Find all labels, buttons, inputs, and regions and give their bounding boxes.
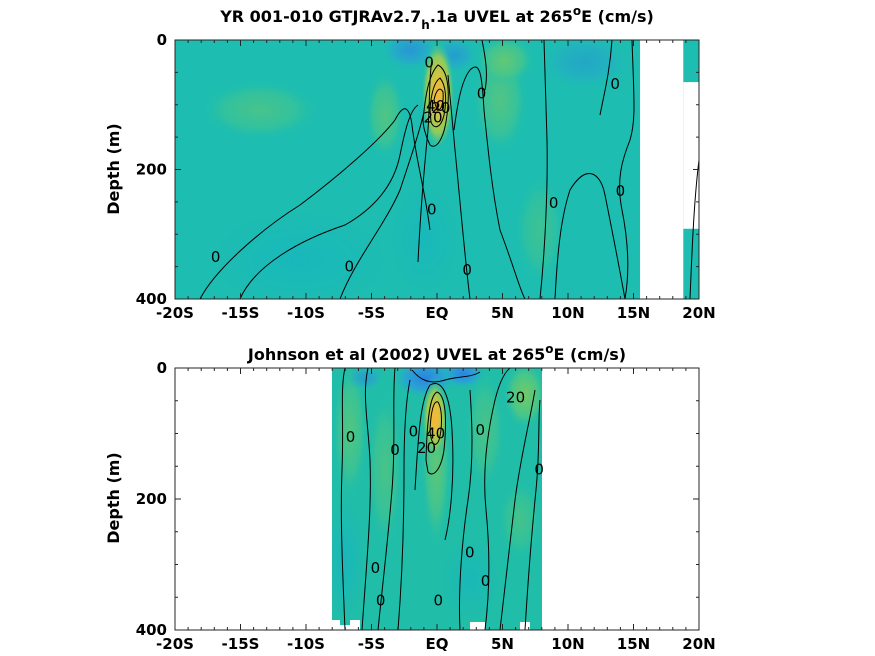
bottom-y-tick-label: 0: [157, 359, 167, 377]
bottom-x-tick-label: EQ: [426, 635, 449, 653]
top-contour-label: 0: [462, 261, 472, 279]
top-contour-label: 0: [610, 75, 620, 93]
bottom-panel: Johnson et al (2002) UVEL at 265oE (cm/s…: [247, 342, 626, 630]
bottom-contour-label: 0: [346, 428, 356, 446]
top-contour-label: 0: [424, 54, 434, 72]
top-x-tick-label: 10N: [551, 304, 584, 322]
bottom-panel-title: Johnson et al (2002) UVEL at 265oE (cm/s…: [247, 342, 626, 364]
bottom-contour-label: 0: [409, 423, 419, 441]
bottom-x-tick-label: -5S: [358, 635, 385, 653]
bottom-contour-label: 0: [376, 592, 386, 610]
top-no-data-region: [683, 82, 699, 229]
top-panel-title: YR 001-010 GTJRAv2.7h.1a UVEL at 265oE (…: [219, 4, 654, 32]
top-y-axis-label: Depth (m): [104, 123, 123, 215]
bottom-x-tick-label: 15N: [617, 635, 650, 653]
bottom-x-tick-label: -15S: [222, 635, 260, 653]
bottom-x-tick-label: 5N: [491, 635, 514, 653]
top-no-data-region: [640, 40, 684, 299]
top-x-tick-label: -15S: [222, 304, 260, 322]
bottom-y-axis-label: Depth (m): [104, 452, 123, 544]
bottom-contour-label: 0: [534, 461, 544, 479]
top-contour-label: 0: [344, 258, 354, 276]
top-y-tick-label: 400: [136, 290, 167, 308]
top-contour-label: 20: [424, 109, 443, 127]
top-x-tick-label: 15N: [617, 304, 650, 322]
bottom-x-tick-label: 20N: [682, 635, 715, 653]
top-contour-lines: [199, 40, 699, 299]
bottom-contour-label: 0: [465, 544, 475, 562]
top-contour-label: 0: [549, 194, 559, 212]
top-x-tick-label: -5S: [358, 304, 385, 322]
top-x-tick-label: EQ: [426, 304, 449, 322]
top-x-tick-label: -20S: [156, 304, 194, 322]
bottom-contour-label: 20: [417, 439, 436, 457]
bottom-contour-label: 0: [371, 559, 381, 577]
top-contour-label: 0: [477, 85, 487, 103]
top-velocity-field: [175, 40, 699, 299]
bottom-contour-label: 40: [426, 425, 445, 443]
bottom-contour-label: 0: [475, 421, 485, 439]
bottom-y-tick-label: 200: [136, 490, 167, 508]
bottom-contour-label: 20: [506, 388, 525, 406]
bottom-contour-label: 0: [390, 441, 400, 459]
top-y-tick-label: 200: [136, 161, 167, 179]
top-contour-label: 20: [431, 99, 450, 117]
top-panel: YR 001-010 GTJRAv2.7h.1a UVEL at 265oE (…: [175, 4, 699, 299]
bottom-contour-label: 0: [481, 572, 491, 590]
top-contour-label: 0: [211, 248, 221, 266]
bottom-y-tick-label: 400: [136, 621, 167, 639]
top-x-tick-label: -10S: [287, 304, 325, 322]
bottom-x-tick-label: -10S: [287, 635, 325, 653]
bottom-contour-label: 0: [434, 592, 444, 610]
bottom-x-tick-label: -20S: [156, 635, 194, 653]
top-x-tick-label: 20N: [682, 304, 715, 322]
top-contour-label: 0: [427, 201, 437, 219]
top-x-tick-label: 5N: [491, 304, 514, 322]
bottom-contour-lines: [340, 368, 541, 630]
bottom-x-tick-label: 10N: [551, 635, 584, 653]
top-contour-label: 0: [616, 182, 626, 200]
top-contour-label: 40: [426, 97, 445, 115]
top-y-tick-label: 0: [157, 31, 167, 49]
bottom-velocity-field: [332, 368, 542, 630]
